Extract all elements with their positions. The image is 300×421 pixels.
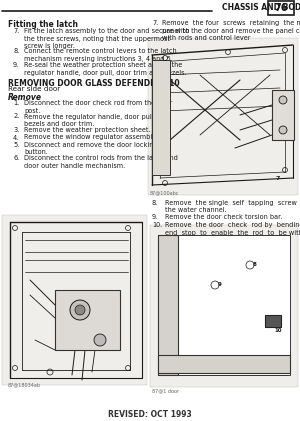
Text: Disconnect the control rods from the latch and
door outer handle mechanism.: Disconnect the control rods from the lat… — [24, 155, 178, 169]
Circle shape — [279, 126, 287, 134]
Circle shape — [75, 305, 85, 315]
Text: 9: 9 — [218, 282, 222, 287]
Bar — [148, 38, 298, 195]
Text: REMOVING DOOR GLASS DEFENDER 110: REMOVING DOOR GLASS DEFENDER 110 — [8, 79, 180, 88]
Text: 10.: 10. — [152, 222, 162, 228]
Text: Connect the remote control levers to the latch
mechanism reversing instructions : Connect the remote control levers to the… — [24, 48, 177, 61]
Text: 4.: 4. — [13, 134, 19, 141]
Circle shape — [279, 96, 287, 104]
Text: Re-seal the weather protection sheet and fit the
regulator handle, door pull, do: Re-seal the weather protection sheet and… — [24, 62, 187, 75]
Circle shape — [246, 261, 254, 269]
Text: 10: 10 — [274, 328, 281, 333]
Text: 9.: 9. — [152, 214, 158, 220]
Text: Fitting the latch: Fitting the latch — [8, 20, 78, 29]
Text: Remove the regulator handle, door pull,
bezels and door trim.: Remove the regulator handle, door pull, … — [24, 114, 156, 127]
Bar — [158, 355, 290, 373]
Text: 76: 76 — [274, 3, 288, 13]
Text: Remove the window regulator assembly.: Remove the window regulator assembly. — [24, 134, 158, 141]
Bar — [2, 215, 147, 385]
Bar — [158, 235, 290, 375]
Bar — [150, 225, 298, 387]
Text: Rear side door: Rear side door — [8, 86, 60, 92]
Text: 1.: 1. — [13, 100, 19, 106]
Bar — [158, 235, 178, 375]
Text: Remove  the single  self  tapping  screw  to remove
the water channel.: Remove the single self tapping screw to … — [165, 200, 300, 213]
Text: 87@1 door: 87@1 door — [152, 388, 179, 393]
Bar — [268, 1, 294, 15]
Text: Disconnect and remove the door locking
button.: Disconnect and remove the door locking b… — [24, 142, 158, 155]
Circle shape — [211, 281, 219, 289]
Text: 2.: 2. — [13, 114, 19, 120]
Text: 7.: 7. — [152, 20, 158, 26]
Text: 5.: 5. — [13, 142, 19, 148]
Text: 87@18034ab: 87@18034ab — [8, 382, 41, 387]
Text: 7.: 7. — [13, 28, 19, 34]
Text: Fit the latch assembly to the door and secure with
the three screws, noting that: Fit the latch assembly to the door and s… — [24, 28, 190, 49]
Text: 8: 8 — [253, 262, 257, 267]
Text: REVISED: OCT 1993: REVISED: OCT 1993 — [108, 410, 192, 419]
Text: 9.: 9. — [13, 62, 19, 68]
Text: CHASSIS AND BODY: CHASSIS AND BODY — [222, 3, 300, 12]
Text: Remove the door check torsion bar.: Remove the door check torsion bar. — [165, 214, 282, 220]
Text: 6.: 6. — [13, 155, 19, 162]
Bar — [152, 60, 170, 175]
Text: 7: 7 — [276, 176, 280, 181]
Circle shape — [70, 300, 90, 320]
Bar — [272, 90, 294, 140]
Circle shape — [94, 334, 106, 346]
Text: Remove  the four  screws  retaining  the mounting
panel to the door and remove t: Remove the four screws retaining the mou… — [162, 20, 300, 41]
Text: 3.: 3. — [13, 127, 19, 133]
Bar — [265, 315, 281, 327]
Text: Remove: Remove — [8, 93, 42, 102]
Text: Remove  the door  check  rod by  bending back the
end  stop  to  enable  the  ro: Remove the door check rod by bending bac… — [165, 222, 300, 235]
Bar — [55, 290, 120, 350]
Text: Remove the weather protection sheet.: Remove the weather protection sheet. — [24, 127, 151, 133]
Text: 87@100abc: 87@100abc — [150, 190, 179, 195]
Text: 8.: 8. — [152, 200, 158, 206]
Text: 8.: 8. — [13, 48, 19, 54]
Text: Disconnect the door check rod from the door
post.: Disconnect the door check rod from the d… — [24, 100, 172, 114]
